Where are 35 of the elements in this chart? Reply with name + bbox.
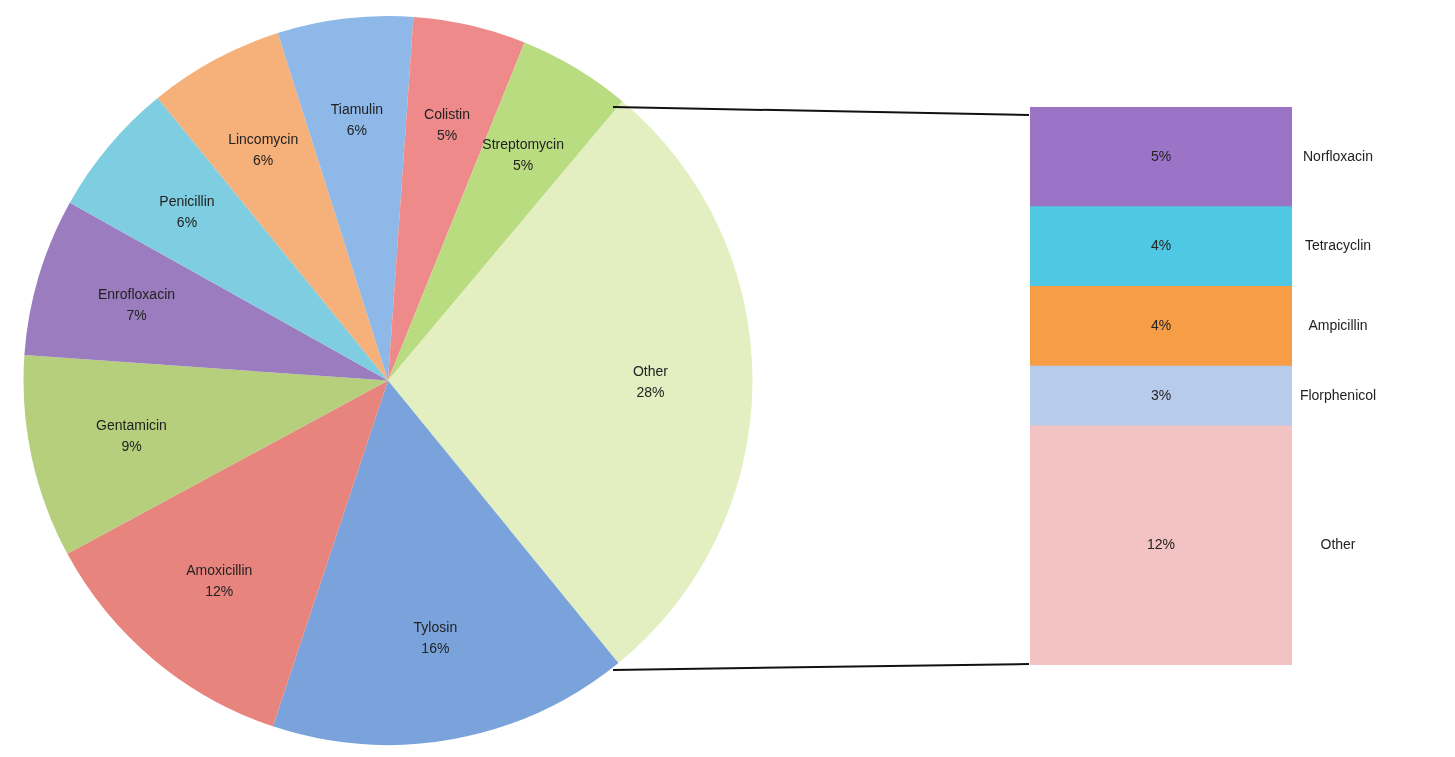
data-label: 5% <box>1150 147 1172 164</box>
slice-label: Penicillin <box>159 192 215 209</box>
slice-label: Lincomycin <box>228 130 299 147</box>
data-label: 16% <box>421 640 450 657</box>
slice-label: Streptomycin <box>482 136 565 153</box>
bar <box>1030 107 1292 207</box>
data-label: 5% <box>436 126 458 143</box>
data-label: 5% <box>513 157 534 174</box>
bar <box>1030 425 1292 665</box>
slice-label: Colistin <box>424 105 470 122</box>
text: Other <box>1320 536 1356 553</box>
data-label: 6% <box>346 121 368 138</box>
slice-label: Other <box>632 363 669 380</box>
bar <box>1030 206 1292 287</box>
slice-label: Enrofloxacin <box>97 286 176 303</box>
data-label: 12% <box>205 583 234 600</box>
slice-label: Amoxicillin <box>186 562 253 579</box>
data-label: 6% <box>176 213 198 230</box>
slice-label: Gentamicin <box>96 416 167 433</box>
slice-label: Tiamulin <box>330 100 384 117</box>
bar <box>1030 286 1292 367</box>
series-label: Tetracyclin <box>1304 237 1372 254</box>
data-label: 9% <box>121 437 142 454</box>
series-label: Norfloxacin <box>1302 147 1374 164</box>
bar <box>1030 365 1292 427</box>
data-label: 7% <box>126 307 147 324</box>
data-label: 6% <box>253 151 274 168</box>
data-label: 3% <box>1150 386 1172 403</box>
series-label: Florphenicol <box>1299 386 1377 403</box>
data-label: 12% <box>1146 536 1176 553</box>
series-label: Ampicillin <box>1308 317 1368 334</box>
slice-label: Tylosin <box>413 619 458 636</box>
data-label: 4% <box>1150 317 1172 334</box>
data-label: 4% <box>1150 237 1172 254</box>
data-label: 28% <box>636 384 665 401</box>
